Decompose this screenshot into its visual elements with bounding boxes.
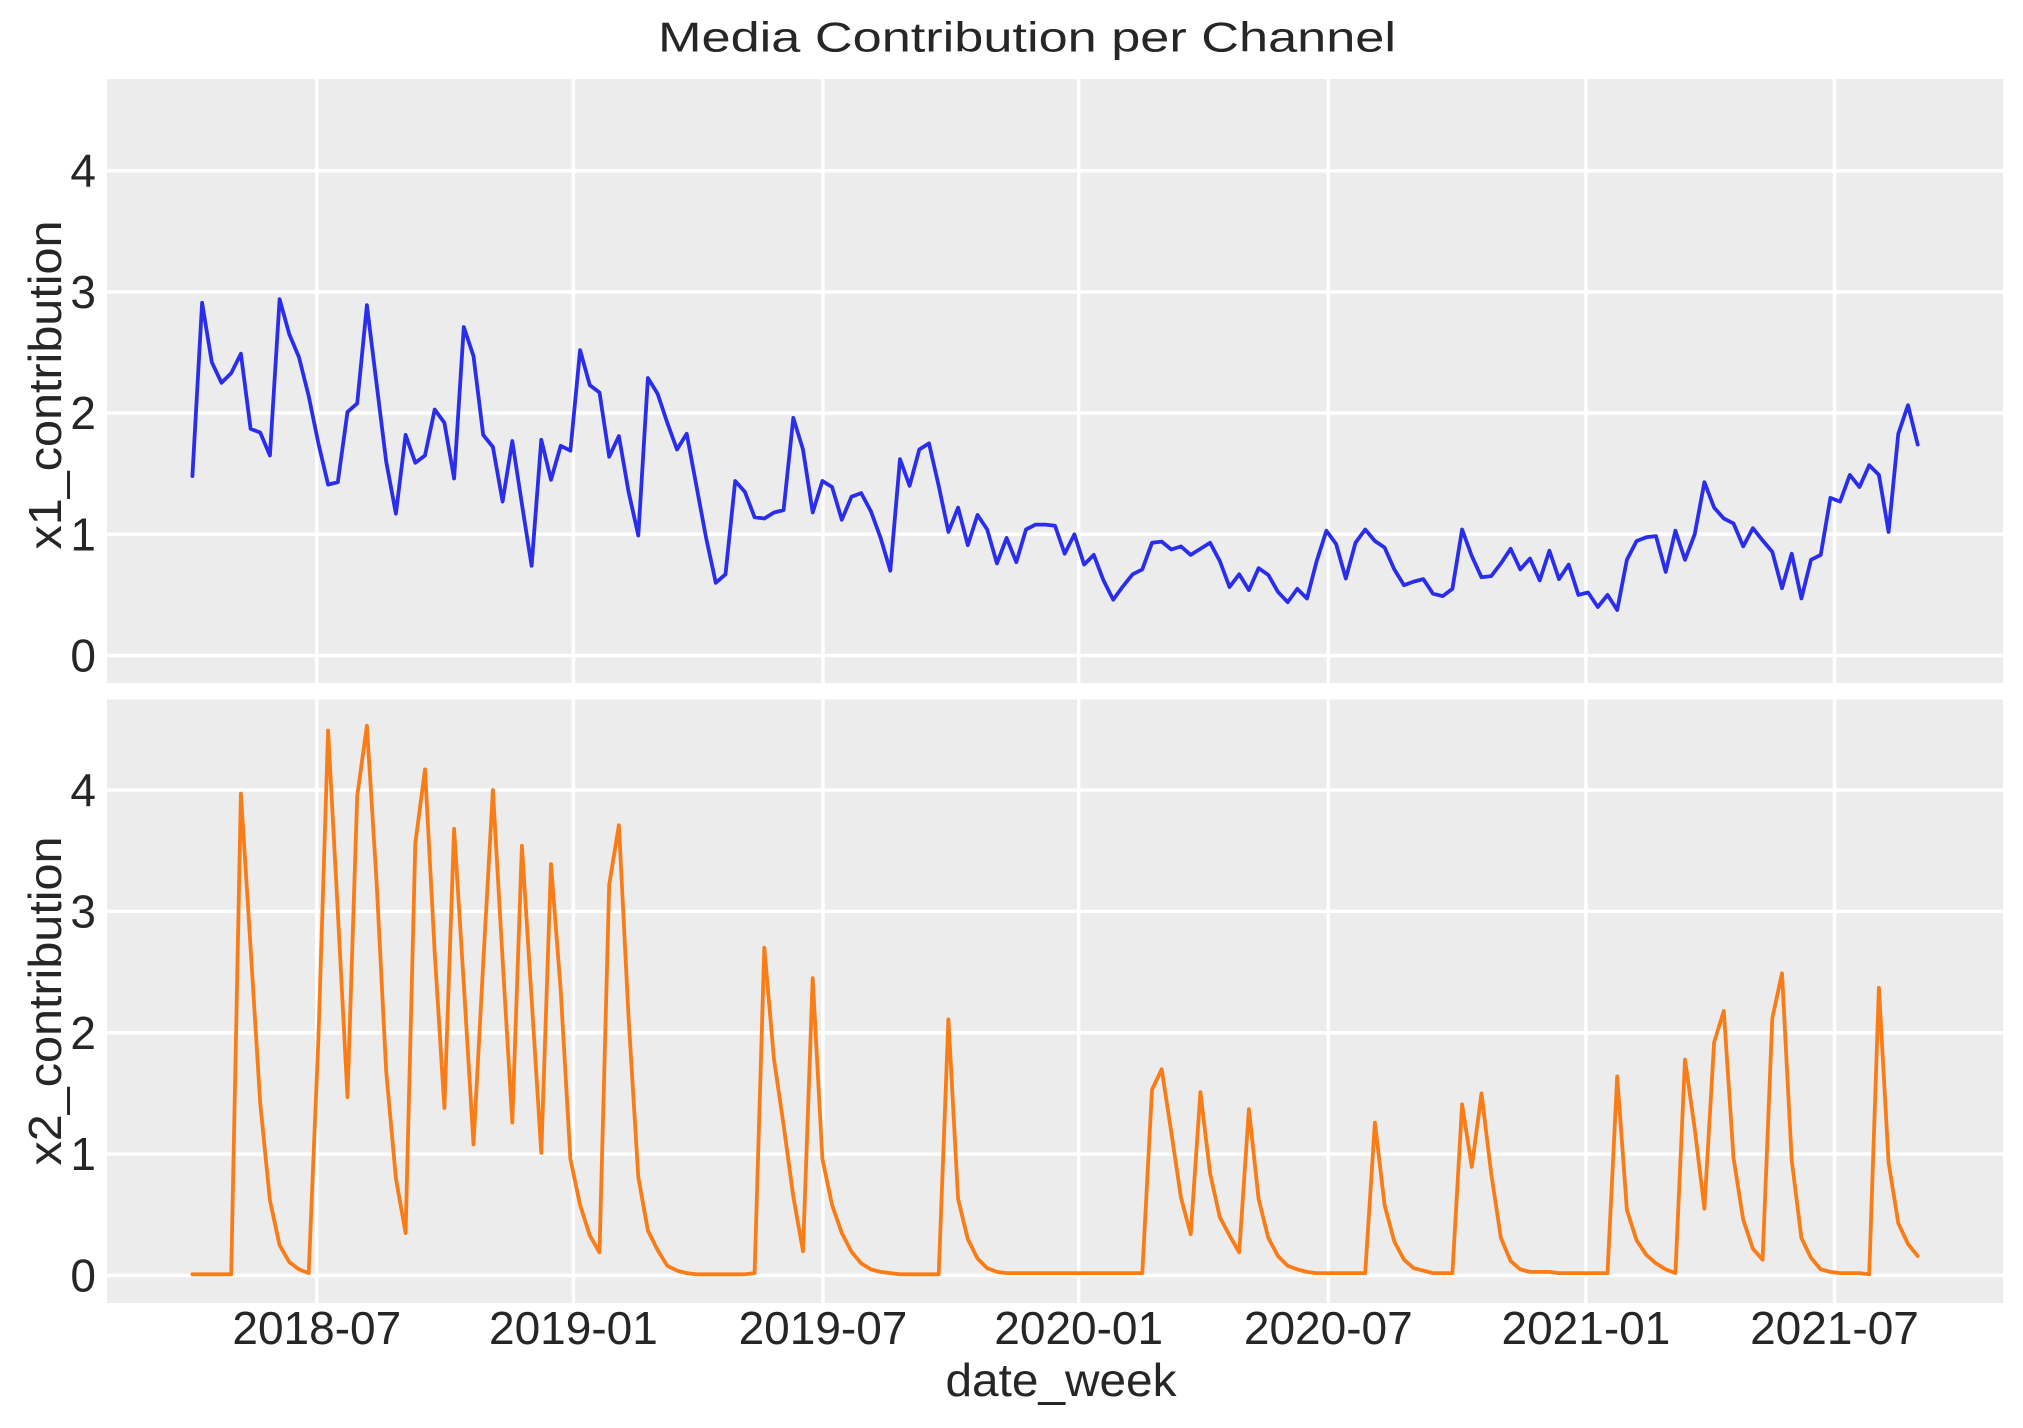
svg-text:4: 4 [70,145,96,197]
svg-text:Media Contribution per Channel: Media Contribution per Channel [658,14,1396,61]
svg-text:2020-01: 2020-01 [994,1302,1163,1354]
svg-text:0: 0 [70,630,96,682]
svg-text:1: 1 [70,1128,96,1180]
svg-text:2020-07: 2020-07 [1244,1302,1413,1354]
svg-text:3: 3 [70,885,96,937]
svg-text:4: 4 [70,764,96,816]
svg-text:x1_contribution: x1_contribution [19,221,71,550]
svg-text:0: 0 [70,1250,96,1302]
svg-text:date_week: date_week [946,1354,1178,1406]
svg-text:2018-07: 2018-07 [232,1302,401,1354]
svg-text:2019-01: 2019-01 [489,1302,658,1354]
svg-text:1: 1 [70,508,96,560]
svg-text:x2_contribution: x2_contribution [19,837,71,1166]
svg-text:2019-07: 2019-07 [739,1302,908,1354]
svg-text:2021-01: 2021-01 [1501,1302,1670,1354]
svg-text:2: 2 [70,1007,96,1059]
svg-text:3: 3 [70,266,96,318]
svg-text:2: 2 [70,387,96,439]
svg-text:2021-07: 2021-07 [1750,1302,1919,1354]
